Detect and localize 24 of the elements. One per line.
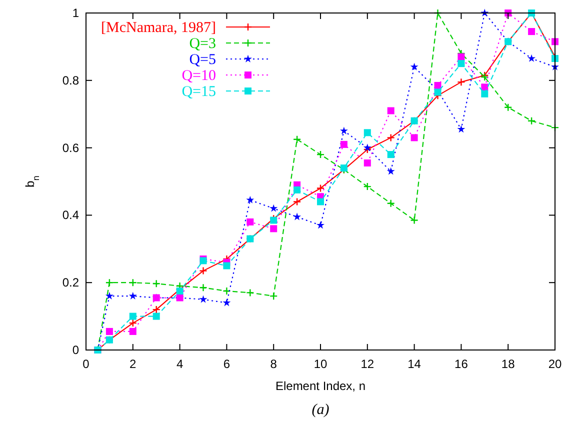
x-tick-label: 6 bbox=[223, 357, 230, 371]
y-tick-label: 0.6 bbox=[62, 140, 80, 155]
x-tick-label: 0 bbox=[82, 357, 90, 371]
y-tick-label: 0.4 bbox=[62, 208, 80, 222]
x-tick-label: 10 bbox=[314, 357, 328, 371]
legend-label: Q=5 bbox=[189, 52, 216, 68]
legend-label: Q=15 bbox=[182, 84, 216, 100]
y-tick-label: 0 bbox=[72, 343, 80, 357]
y-tick-label: 0.2 bbox=[62, 276, 80, 290]
y-tick-label: 1 bbox=[72, 6, 80, 20]
x-tick-label: 18 bbox=[501, 357, 516, 371]
x-tick-label: 14 bbox=[408, 357, 422, 371]
x-tick-label: 20 bbox=[548, 357, 562, 371]
x-tick-label: 16 bbox=[454, 357, 468, 371]
y-tick-label: 0.8 bbox=[62, 73, 80, 88]
x-tick-label: 12 bbox=[360, 357, 374, 371]
legend-label: Q=10 bbox=[182, 68, 216, 84]
x-axis-title: Element Index, n bbox=[275, 379, 366, 393]
legend-label: Q=3 bbox=[189, 36, 216, 52]
legend-label: [McNamara, 1987] bbox=[101, 20, 216, 36]
x-tick-label: 4 bbox=[176, 357, 184, 371]
text: (a) bbox=[312, 402, 330, 418]
x-tick-label: 2 bbox=[130, 357, 137, 371]
x-tick-label: 8 bbox=[270, 357, 278, 371]
